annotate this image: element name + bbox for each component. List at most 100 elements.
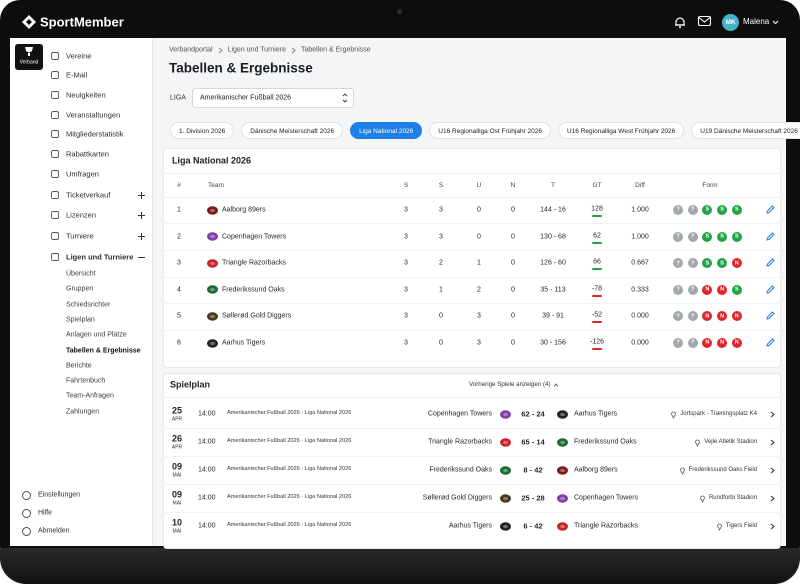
rank: 4 [177,286,181,294]
mail-icon[interactable] [697,15,712,27]
breadcrumb-item[interactable]: Verbandportal [169,46,213,54]
user-name[interactable]: Malena [743,17,770,26]
submenu-item[interactable]: Anlagen und Plätze [66,331,127,339]
expand-icon[interactable] [138,232,145,240]
pin-icon-shape [716,523,722,531]
previous-matches-link[interactable]: Vorherige Spiele anzeigen (4) [469,380,551,388]
home-logo-shape [500,437,511,447]
edit-icon[interactable] [766,285,775,294]
team-logo-shape [207,205,218,215]
league-select[interactable] [192,88,354,108]
collapse-icon[interactable] [138,254,145,261]
league-tab[interactable]: Liga National 2026 [350,122,423,139]
away-team[interactable]: Triangle Razorbacks [574,522,638,530]
team-name[interactable]: Triangle Razorbacks [222,259,286,267]
form-letter: ? [676,286,680,293]
gt-bar [592,268,602,271]
submenu-item[interactable]: Zahlungen [66,408,100,416]
brand-logo [22,15,36,29]
edit-icon[interactable] [766,231,775,241]
away-team[interactable]: Copenhagen Towers [574,494,639,502]
form-letter: ? [691,206,695,213]
team-name[interactable]: Copenhagen Towers [222,233,287,241]
league-select-value: Amerikanischer Fußball 2026 [200,94,292,102]
match-chevron [770,411,775,417]
menu-item[interactable]: E-Mail [66,70,88,80]
menu-item[interactable]: Umfragen [66,169,99,179]
submenu-item[interactable]: Schiedsrichter [66,301,111,309]
away-logo-shape [560,440,565,444]
form-badge [687,205,698,215]
home-logo [500,409,511,419]
league-tab[interactable]: Dänische Meisterschaft 2026 [241,122,344,139]
breadcrumb-item[interactable]: Ligen und Turniere [227,46,286,54]
edit-icon[interactable] [766,338,775,347]
stat-cell: 0 [477,233,481,241]
team-logo-shape [210,314,215,318]
team-name[interactable]: Søllerød Gold Diggers [222,312,292,320]
home-team[interactable]: Frederikssund Oaks [429,466,492,474]
form-letter: ? [676,312,680,319]
footer-item[interactable]: Abmelden [38,527,70,535]
bell-icon-shape [679,26,681,28]
away-logo-shape [560,524,565,528]
menu-item[interactable]: Rabattkarten [66,149,109,159]
edit-icon[interactable] [766,205,775,214]
expand-icon[interactable] [138,211,145,219]
edit-icon-shape [766,338,775,347]
form-badge [717,338,728,348]
form-badge [673,258,683,269]
avatar[interactable] [722,14,739,31]
league-tab[interactable]: U19 Dänische Meisterschaft 2026 [691,122,800,139]
footer-item[interactable]: Hilfe [38,509,53,517]
menu-item[interactable]: Vereine [66,51,92,61]
menu-icon-shape [51,191,59,199]
form-badge [702,231,713,242]
home-team[interactable]: Copenhagen Towers [427,410,492,418]
home-team[interactable]: Søllerød Gold Diggers [422,494,492,502]
row-divider [163,223,781,225]
user-menu-chevron[interactable] [772,20,779,25]
team-name[interactable]: Aalborg 89ers [222,206,266,214]
away-team[interactable]: Frederikssund Oaks [574,438,637,446]
edit-icon[interactable] [766,311,775,321]
menu-item[interactable]: Turniere [66,231,94,241]
match-score: 62 - 24 [521,409,545,419]
submenu-item[interactable]: Spielplan [66,316,95,324]
submenu-item[interactable]: Tabellen & Ergebnisse [66,347,141,354]
edit-icon-shape [766,311,775,321]
menu-item[interactable]: Ligen und Turniere [66,252,134,262]
team-name[interactable]: Frederikssund Oaks [222,286,285,294]
footer-item[interactable]: Einstellungen [38,491,81,499]
form-letter: S [705,233,710,240]
submenu-item[interactable]: Berichte [66,362,92,370]
expand-icon[interactable] [138,191,145,199]
form-badge [702,205,713,215]
league-tab[interactable]: 1. Division 2026 [170,122,235,139]
away-logo-shape [557,493,568,503]
away-team[interactable]: Aalborg 89ers [574,466,618,474]
away-team[interactable]: Aarhus Tigers [574,410,618,418]
submenu-item[interactable]: Gruppen [66,285,94,293]
form-badge [731,258,742,269]
bell-icon[interactable] [674,15,686,28]
menu-icon-shape [51,130,59,138]
home-team[interactable]: Triangle Razorbacks [428,438,492,446]
menu-item[interactable]: Ticketverkauf [66,190,111,200]
home-team[interactable]: Aarhus Tigers [448,522,492,530]
form-letter: N [705,286,710,293]
menu-item[interactable]: Lizenzen [66,210,97,220]
submenu-item[interactable]: Übersicht [66,270,96,278]
edit-icon[interactable] [766,258,775,267]
table-header: # [177,181,181,189]
league-tab[interactable]: U16 Regionalliga Ost Frühjahr 2026 [429,122,551,139]
submenu-item[interactable]: Fahrtenbuch [66,377,106,385]
submenu-item[interactable]: Team-Anfragen [66,392,114,400]
logo-trophy [25,47,33,56]
league-tab[interactable]: U16 Regionalliga West Frühjahr 2026 [558,122,685,139]
menu-icon-shape [51,211,59,219]
menu-item[interactable]: Mitgliederstatistik [66,129,124,139]
team-name[interactable]: Aarhus Tigers [222,339,266,347]
menu-item[interactable]: Neuigkeiten [66,90,106,100]
menu-item[interactable]: Veranstaltungen [66,110,121,120]
